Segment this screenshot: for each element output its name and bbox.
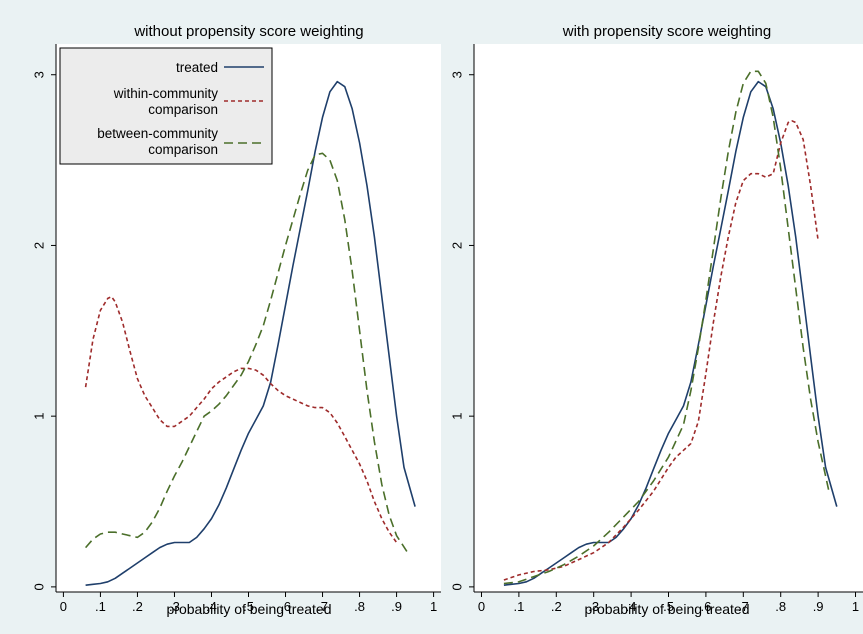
- x-tick-label: .9: [813, 599, 824, 614]
- panel-title: with propensity score weighting: [562, 23, 771, 40]
- series-line-treated: [503, 80, 838, 586]
- x-tick-label: .1: [513, 599, 524, 614]
- x-tick-label: .2: [551, 599, 562, 614]
- series-line-between: [84, 152, 409, 554]
- series-line-treated: [85, 80, 416, 586]
- panel-without-weighting: without propensity score weighting 0123 …: [31, 23, 441, 617]
- x-axis-title: probability of being treated: [585, 601, 750, 617]
- x-tick-label: .4: [206, 599, 217, 614]
- x-tick-label: .7: [317, 599, 328, 614]
- x-tick-label: .6: [700, 599, 711, 614]
- series-line-within: [84, 295, 398, 543]
- x-tick-label: 0: [478, 599, 485, 614]
- x-axis: 0 .1 .2 .3 .4 .5 .6 .7 .8 .9 1: [56, 591, 441, 614]
- x-tick-label: .3: [588, 599, 599, 614]
- y-tick-label: 0: [31, 583, 46, 590]
- panel-with-weighting: with propensity score weighting 0 1 2 3 0 .1…: [449, 23, 863, 617]
- x-tick-label: .8: [775, 599, 786, 614]
- legend-label-between-line1: between-community: [97, 126, 218, 141]
- y-tick-label: 3: [449, 71, 464, 78]
- x-tick-label: .7: [738, 599, 749, 614]
- panel-title: without propensity score weighting: [133, 23, 363, 40]
- x-tick-label: .9: [391, 599, 402, 614]
- y-axis: 0 1 2 3: [449, 44, 475, 592]
- y-tick-label: 3: [31, 71, 46, 78]
- plot-area: [474, 44, 863, 592]
- series-layer: [84, 80, 416, 586]
- legend-label-treated: treated: [176, 60, 218, 75]
- series-line-between: [503, 70, 831, 585]
- x-tick-label: .8: [354, 599, 365, 614]
- legend-label-within-line2: comparison: [148, 102, 218, 117]
- legend-label-within-line1: within-community: [113, 86, 219, 101]
- y-tick-label: 2: [449, 242, 464, 249]
- x-tick-label: .4: [626, 599, 637, 614]
- x-tick-label: .5: [243, 599, 254, 614]
- y-axis: 0 1 2 3: [31, 44, 57, 592]
- x-tick-label: 0: [60, 599, 67, 614]
- series-layer: [503, 70, 838, 586]
- legend-label-between-line2: comparison: [148, 142, 218, 157]
- x-tick-label: .3: [169, 599, 180, 614]
- y-tick-label: 0: [449, 583, 464, 590]
- x-axis: 0 .1 .2 .3 .4 .5 .6 .7 .8 .9 1: [474, 591, 863, 614]
- x-tick-label: .1: [95, 599, 106, 614]
- x-tick-label: .2: [132, 599, 143, 614]
- series-line-within: [503, 120, 819, 581]
- x-tick-label: .6: [280, 599, 291, 614]
- y-tick-label: 2: [31, 242, 46, 249]
- x-tick-label: 1: [852, 599, 859, 614]
- x-tick-label: 1: [430, 599, 437, 614]
- legend: treated within-community comparison betw…: [59, 47, 273, 165]
- x-axis-title: probability of being treated: [167, 601, 332, 617]
- y-tick-label: 1: [449, 413, 464, 420]
- y-tick-label: 1: [31, 413, 46, 420]
- x-tick-label: .5: [663, 599, 674, 614]
